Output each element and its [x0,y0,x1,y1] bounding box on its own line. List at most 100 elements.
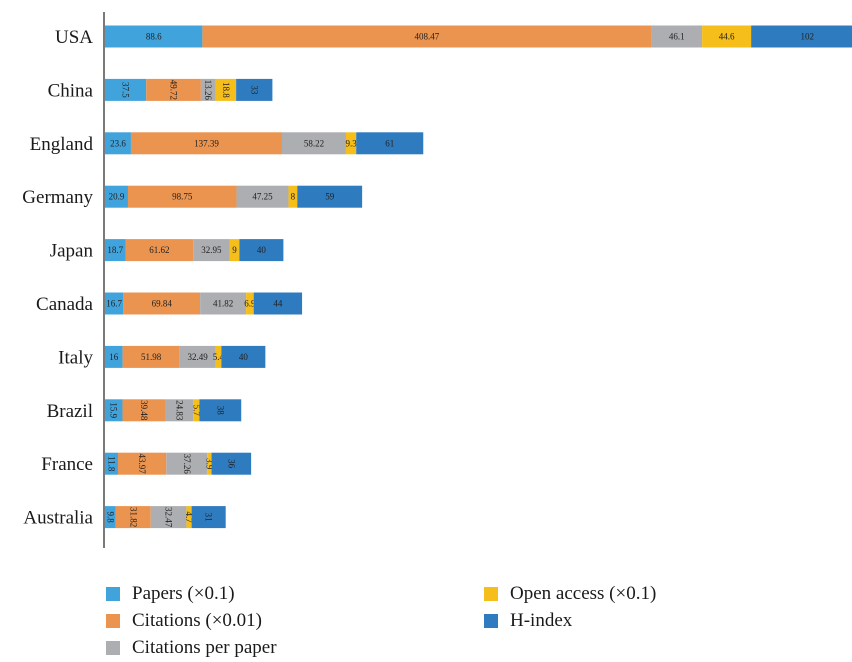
category-label-germany: Germany [22,187,93,208]
category-label-japan: Japan [50,241,94,262]
data-label-australia-papers: 9.8 [105,511,115,523]
data-label-australia-citations-per-paper: 32.47 [164,507,174,528]
bar-brazil-h-index [199,399,242,422]
legend-item-open-access: Open access (×0.1) [484,582,656,606]
data-label-canada-citations: 69.84 [152,299,173,309]
data-label-usa-open-access: 44.6 [719,32,735,42]
legend-label-h-index: H-index [510,610,573,631]
bar-japan-citations [125,239,194,262]
legend-swatch-citations [106,614,120,628]
bar-australia-papers [105,506,116,529]
bar-italy-papers [105,345,123,368]
data-label-china-citations: 49.72 [169,80,179,100]
bar-italy-citations-per-paper [179,345,216,368]
data-label-france-papers: 11.8 [106,456,116,472]
bar-usa-citations [202,25,652,48]
bar-canada-citations [123,292,201,315]
data-label-japan-open-access: 9 [232,245,237,255]
bar-brazil-papers [105,399,123,422]
data-label-japan-h-index: 40 [257,245,267,255]
bar-usa-open-access [702,25,752,48]
data-label-canada-h-index: 44 [273,299,283,309]
bar-england-papers [105,132,131,155]
data-label-france-open-access: 3.9 [204,458,214,470]
data-label-brazil-h-index: 38 [215,406,225,416]
bar-australia-open-access [186,506,192,529]
data-label-brazil-open-access: 5.7 [191,405,201,417]
bar-england-citations [130,132,282,155]
legend-swatch-papers [106,587,120,601]
bar-usa-papers [105,25,203,48]
data-label-usa-papers: 88.6 [146,32,162,42]
data-label-australia-open-access: 4.7 [184,511,194,523]
legend-item-h-index: H-index [484,609,572,633]
bar-germany-papers [105,185,128,208]
data-label-usa-citations-per-paper: 46.1 [669,32,685,42]
data-label-italy-h-index: 40 [239,352,249,362]
category-label-china: China [48,80,94,101]
data-label-italy-citations-per-paper: 32.49 [187,352,208,362]
data-label-england-papers: 23.6 [110,138,126,148]
legend-label-citations-per-paper: Citations per paper [132,637,277,658]
bar-canada-h-index [253,292,303,315]
legend-item-citations: Citations (×0.01) [106,609,262,633]
bar-england-h-index [356,132,424,155]
bar-germany-open-access [288,185,298,208]
data-label-france-citations-per-paper: 37.26 [182,454,192,475]
bar-france-h-index [211,452,252,475]
bar-germany-h-index [297,185,363,208]
data-label-brazil-citations-per-paper: 24.83 [175,400,185,421]
data-label-japan-citations-per-paper: 32.95 [201,245,222,255]
data-label-canada-papers: 16.7 [106,299,122,309]
data-label-italy-papers: 16 [109,352,119,362]
legend-label-open-access: Open access (×0.1) [510,583,657,604]
data-label-italy-citations: 51.98 [141,352,162,362]
legend-label-papers: Papers (×0.1) [132,583,235,604]
data-label-england-citations-per-paper: 58.22 [304,138,324,148]
data-label-france-citations: 43.97 [137,454,147,475]
data-label-canada-open-access: 6.9 [244,299,256,309]
data-label-japan-papers: 18.7 [107,245,123,255]
bar-canada-open-access [246,292,254,315]
data-label-france-h-index: 36 [226,459,236,469]
bar-japan-citations-per-paper [193,239,230,262]
category-label-france: France [41,454,93,475]
bar-canada-citations-per-paper [200,292,247,315]
data-label-china-open-access: 18.8 [221,82,231,98]
category-label-brazil: Brazil [47,401,93,422]
bar-italy-h-index [221,345,266,368]
bar-japan-h-index [239,239,284,262]
bar-brazil-open-access [193,399,200,422]
bar-china-open-access [215,78,237,101]
legend-item-citations-per-paper: Citations per paper [106,636,277,660]
legend-item-papers: Papers (×0.1) [106,582,235,606]
bar-japan-papers [105,239,126,262]
category-label-usa: USA [55,27,93,48]
data-label-japan-citations: 61.62 [149,245,169,255]
bar-france-open-access [207,452,212,475]
data-label-china-papers: 37.5 [121,82,131,98]
legend-label-citations: Citations (×0.01) [132,610,262,631]
bar-england-citations-per-paper [281,132,346,155]
data-label-england-citations: 137.39 [194,138,219,148]
stacked-bar-chart: USA China England Germany Japan Canada Italy Br… [22,12,852,548]
category-label-canada: Canada [36,294,94,315]
bar-china-h-index [236,78,273,101]
data-label-china-citations-per-paper: 13.26 [203,80,213,101]
bar-england-open-access [345,132,357,155]
bar-italy-citations [122,345,180,368]
data-label-germany-open-access: 8 [291,192,296,202]
bar-france-citations [117,452,167,475]
data-label-china-h-index: 33 [249,85,259,95]
data-label-germany-citations: 98.75 [172,192,193,202]
data-label-brazil-papers: 15.9 [109,402,119,418]
bar-brazil-citations-per-paper [165,399,194,422]
bar-canada-papers [105,292,124,315]
category-label-italy: Italy [58,347,93,368]
category-label-australia: Australia [23,508,93,529]
bar-usa-citations-per-paper [651,25,703,48]
data-label-england-open-access: 9.3 [345,138,357,148]
bar-france-citations-per-paper [166,452,208,475]
data-label-canada-citations-per-paper: 41.82 [213,299,233,309]
bar-china-papers [105,78,147,101]
